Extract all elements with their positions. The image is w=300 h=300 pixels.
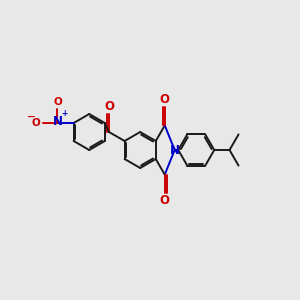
Text: N: N	[52, 115, 62, 128]
Text: O: O	[104, 100, 114, 113]
Text: N: N	[170, 143, 180, 157]
Text: O: O	[160, 194, 170, 207]
Text: −: −	[27, 112, 36, 122]
Text: O: O	[160, 93, 170, 106]
Text: O: O	[32, 118, 40, 128]
Text: +: +	[61, 109, 67, 118]
Text: O: O	[54, 97, 62, 107]
